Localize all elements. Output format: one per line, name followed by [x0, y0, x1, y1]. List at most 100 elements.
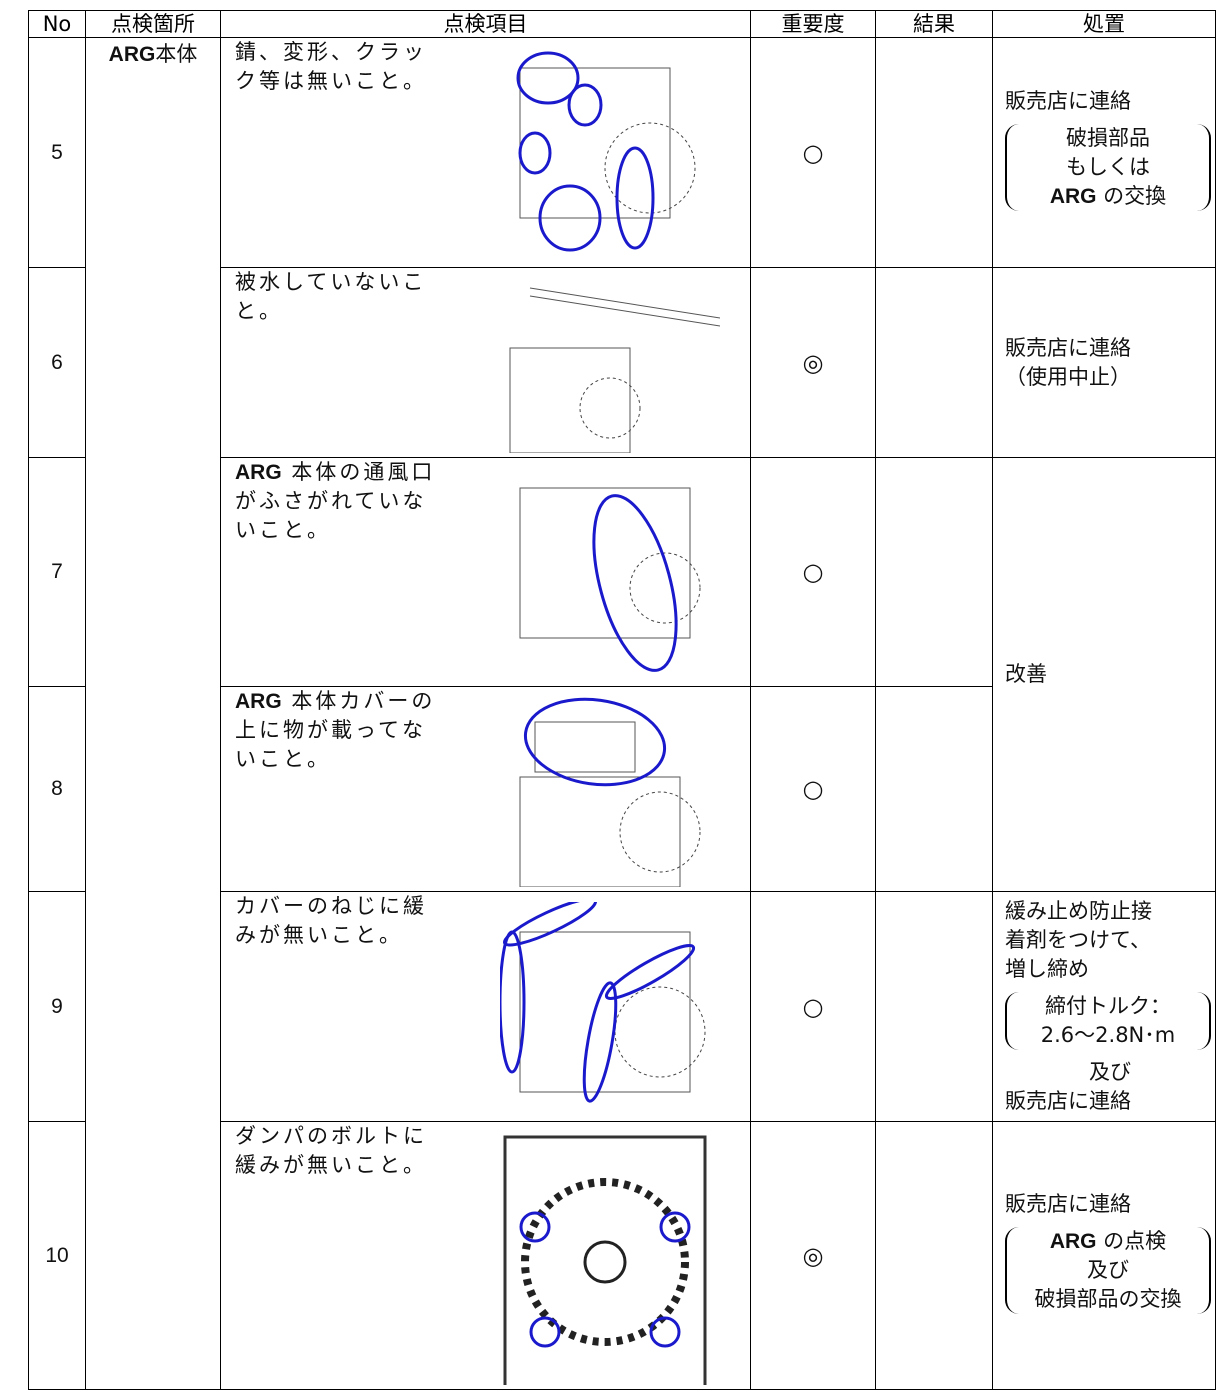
- row-number: 9: [28, 891, 86, 1122]
- text-line: 破損部品の交換: [1034, 1286, 1182, 1311]
- bold-text: ARG: [235, 690, 282, 713]
- text-line: カバーのねじに緩: [235, 894, 427, 918]
- text-line: 締付トルク：: [1045, 994, 1171, 1018]
- importance-cell: ○: [750, 37, 876, 268]
- text-line: 及び: [1089, 1060, 1131, 1084]
- text-line: 2.6～2.8N･m: [1040, 1023, 1176, 1047]
- text-line: 破損部品: [1066, 125, 1150, 150]
- header-cell: 処置: [992, 10, 1216, 38]
- text-line: ク等は無いこと。: [235, 69, 427, 93]
- text: 本体カバーの: [281, 689, 436, 713]
- text-line: みが無いこと。: [235, 923, 403, 947]
- result-cell: [875, 267, 993, 458]
- text-line: 販売店に連絡: [1005, 1191, 1131, 1216]
- action-note: 破損部品もしくは ARG の交換: [1005, 123, 1211, 211]
- table-row: 8 ARG 本体カバーの 上に物が載ってな いこと。 ○: [28, 686, 1216, 892]
- row-number: 6: [28, 267, 86, 458]
- text-line: 緩み止め防止接: [1005, 899, 1152, 923]
- table-row: 9 カバーのねじに緩 みが無いこと。 ○ 緩み止め防止接 着剤をつけて、 増し締め締付トルク…: [28, 891, 1216, 1122]
- table-row: 6 被水していないこ と。 ◎ 販売店に連絡 （使用中止）: [28, 267, 1216, 458]
- text-line: がふさがれていな: [235, 489, 427, 513]
- text-line: 着剤をつけて、: [1005, 928, 1151, 952]
- action-note: 締付トルク： 2.6～2.8N･m: [1005, 992, 1211, 1050]
- result-cell: [875, 457, 993, 687]
- table-row: 7 ARG 本体の通風口 がふさがれていな いこと。 ○ 改善: [28, 457, 1216, 892]
- text-line: もしくは: [1066, 154, 1150, 179]
- text-line: 販売店に連絡: [1005, 88, 1131, 113]
- item-text: 錆、変形、クラッ ク等は無いこと。: [235, 38, 475, 96]
- row-number: 10: [28, 1121, 86, 1390]
- importance-cell: ◎: [750, 1121, 876, 1390]
- item-cell: ダンパのボルトに 緩みが無いこと。: [220, 1121, 751, 1390]
- header-row: No 点検箇所 点検項目 重要度 結果 処置: [28, 10, 1216, 38]
- bold-text: ARG: [1049, 184, 1097, 208]
- item-cell: 錆、変形、クラッ ク等は無いこと。: [220, 37, 751, 268]
- text-line: と。: [235, 299, 283, 323]
- action-cell: 緩み止め防止接 着剤をつけて、 増し締め締付トルク： 2.6～2.8N･m 及び販売店に…: [992, 891, 1216, 1122]
- row-number: 7: [28, 457, 86, 687]
- action-cell: 販売店に連絡 （使用中止）: [992, 267, 1216, 458]
- text-line: ARG 本体カバーの: [235, 687, 475, 716]
- table-row: 5 ARG本体 錆、変形、クラッ ク等は無いこと。 ○ 販売店に連絡 破損部品 もしくは ARG…: [28, 37, 1216, 1390]
- text: 本体の通風口: [281, 460, 436, 484]
- text-line: 上に物が載ってな: [235, 718, 426, 742]
- header-cell: 結果: [875, 10, 993, 38]
- text-line: いこと。: [235, 518, 331, 542]
- illustration: [516, 51, 696, 252]
- bold-text: ARG: [1049, 1229, 1097, 1253]
- bold-text: ARG: [235, 461, 282, 484]
- illustration: [500, 902, 706, 1103]
- table-row: 10 ダンパのボルトに 緩みが無いこと。 ◎ 販売店に連絡 ARG の点検 及び 破損部品の交…: [28, 1121, 1216, 1390]
- importance-cell: ◎: [750, 267, 876, 458]
- text-line: 被水していないこ: [235, 270, 427, 294]
- inspection-table: No 点検箇所 点検項目 重要度 結果 処置 5 ARG本体 錆、変形、クラッ ク等は無いこと。…: [28, 10, 1216, 1390]
- action-cell: 販売店に連絡 ARG の点検 及び 破損部品の交換: [992, 1121, 1216, 1390]
- text-line: 及び: [1087, 1257, 1129, 1282]
- importance-cell: ○: [750, 891, 876, 1122]
- illustration: [509, 287, 720, 453]
- header-cell: 点検項目: [220, 10, 751, 38]
- item-text: ダンパのボルトに 緩みが無いこと。: [235, 1122, 475, 1180]
- text-line: ARG の交換: [1011, 182, 1205, 211]
- text-line: ARG の点検: [1011, 1227, 1205, 1256]
- result-cell: [875, 686, 993, 892]
- item-cell: ARG 本体の通風口 がふさがれていな いこと。: [220, 457, 751, 687]
- header-cell: 点検箇所: [85, 10, 221, 38]
- item-text: カバーのねじに緩 みが無いこと。: [235, 892, 475, 950]
- text-line: 販売店に連絡: [1005, 1089, 1131, 1113]
- bold-text: ARG: [108, 43, 156, 66]
- item-text: 被水していないこ と。: [235, 268, 475, 326]
- text-line: 錆、変形、クラッ: [235, 40, 427, 64]
- illustration: [519, 487, 701, 672]
- result-cell: [875, 37, 993, 268]
- action-note: ARG の点検 及び 破損部品の交換: [1005, 1226, 1211, 1314]
- text-line: いこと。: [235, 747, 331, 771]
- location-cell: ARG本体: [85, 37, 221, 1390]
- item-text: ARG 本体カバーの 上に物が載ってな いこと。: [235, 687, 475, 774]
- text-line: ARG 本体の通風口: [235, 458, 475, 487]
- item-cell: ARG 本体カバーの 上に物が載ってな いこと。: [220, 686, 751, 892]
- importance-cell: ○: [750, 457, 876, 687]
- item-cell: カバーのねじに緩 みが無いこと。: [220, 891, 751, 1122]
- text-line: （使用中止）: [1005, 364, 1131, 389]
- action-cell: 販売店に連絡破損部品もしくは ARG の交換: [992, 37, 1216, 268]
- action-cell: 改善: [992, 457, 1216, 892]
- text-line: 改善: [1005, 662, 1047, 686]
- row-number: 8: [28, 686, 86, 892]
- text-line: 増し締め: [1005, 957, 1089, 981]
- text-line: 緩みが無いこと。: [235, 1153, 427, 1177]
- result-cell: [875, 891, 993, 1122]
- result-cell: [875, 1121, 993, 1390]
- row-number: 5: [28, 37, 86, 268]
- text: の点検: [1096, 1228, 1167, 1253]
- text: の交換: [1096, 183, 1167, 208]
- text-line: 販売店に連絡: [1005, 335, 1131, 360]
- text-line: ARG本体: [86, 38, 220, 68]
- item-cell: 被水していないこ と。: [220, 267, 751, 458]
- header-cell: No: [28, 10, 86, 38]
- text: 本体: [155, 42, 198, 66]
- header-cell: 重要度: [750, 10, 876, 38]
- illustration: [519, 697, 701, 887]
- text-line: ダンパのボルトに: [235, 1124, 427, 1148]
